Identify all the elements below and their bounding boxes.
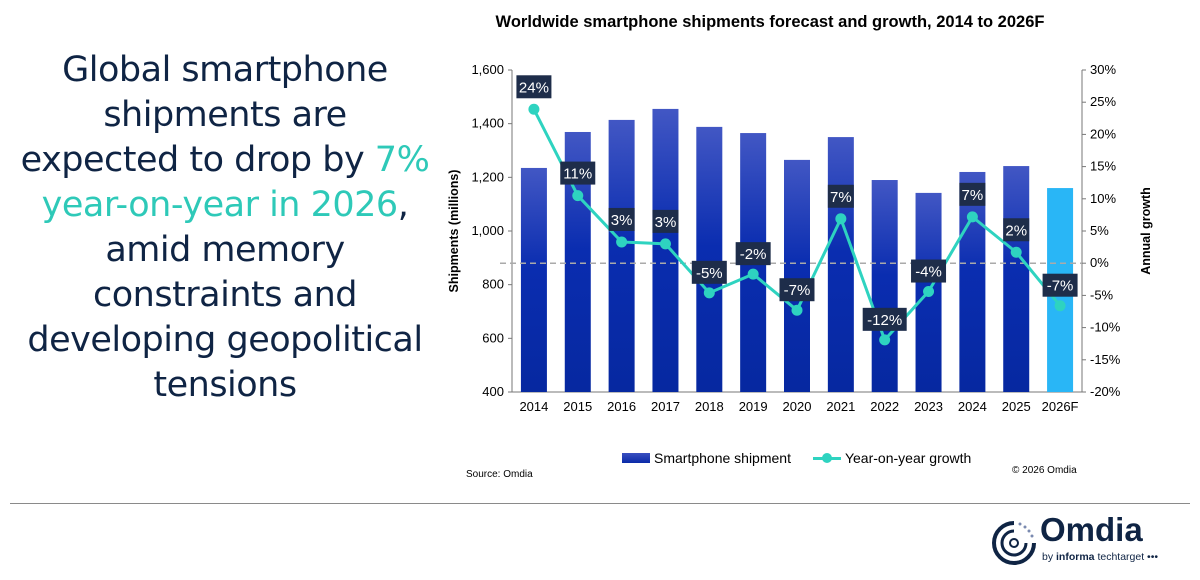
data-label: 11% [563,166,592,183]
left-tick-label: 1,600 [471,62,504,77]
data-label: 7% [962,187,984,204]
bar-2022 [871,180,898,392]
data-label-bg [608,207,635,231]
data-label-bg [779,278,815,302]
x-tick-label: 2016 [607,399,636,414]
bar-2018 [696,126,723,393]
data-label: -2% [740,246,767,263]
x-tick-label: 2024 [958,399,987,414]
bar-2017 [652,108,679,393]
x-tick-label: 2014 [519,399,548,414]
growth-point-2024 [966,211,978,223]
data-label: -12% [867,312,902,329]
left-tick-label: 1,200 [471,169,504,184]
x-tick-label: 2026F [1042,399,1079,414]
growth-point-2018 [703,287,715,299]
growth-point-2016 [616,236,628,248]
source-note: Source: Omdia [466,469,533,480]
omdia-logo: Omdia by informa techtarget ••• [990,511,1190,570]
chart-title: Worldwide smartphone shipments forecast … [495,13,1045,31]
x-tick-label: 2021 [826,399,855,414]
left-tick-label: 1,400 [471,116,504,131]
copyright: © 2026 Omdia [1012,465,1077,476]
data-label-bg [911,259,947,283]
left-tick-label: 400 [482,384,504,399]
legend-shipment: Smartphone shipment [622,450,791,466]
x-tick-label: 2023 [914,399,943,414]
x-tick-label: 2019 [739,399,768,414]
legend-line-swatch [812,453,841,463]
growth-point-2025 [1010,246,1022,258]
headline-highlight: 7% year-on-year in 2026 [41,140,430,225]
headline: Global smartphone shipments are expected… [20,50,430,405]
bar-2024 [959,171,986,392]
growth-point-2021 [835,213,847,225]
data-label-bg [652,209,679,233]
data-label-bg [516,75,552,99]
divider [10,503,1190,504]
right-tick-label: 20% [1090,126,1116,141]
right-tick-label: -10% [1090,320,1121,335]
x-tick-label: 2018 [695,399,724,414]
growth-point-2026F [1054,300,1066,312]
omdia-logo-icon [992,521,1036,565]
left-tick-label: 1,000 [471,223,504,238]
x-tick-label: 2020 [783,399,812,414]
right-tick-label: 30% [1090,62,1116,77]
left-tick-label: 800 [482,277,504,292]
left-tick-label: 600 [482,330,504,345]
data-label: -5% [696,265,723,282]
right-axis-label: Annual growth [1139,187,1153,275]
x-tick-label: 2022 [870,399,899,414]
left-axis-label: Shipments (millions) [447,170,461,293]
data-label-bg [1042,273,1078,297]
growth-point-2014 [528,103,540,115]
right-tick-label: 10% [1090,191,1116,206]
right-tick-label: 5% [1090,223,1109,238]
bar-2014 [520,167,547,392]
x-tick-label: 2025 [1002,399,1031,414]
data-label: 2% [1005,222,1027,239]
data-label-bg [560,161,596,185]
data-label: -7% [784,282,811,299]
growth-point-2019 [747,268,759,280]
data-label: 3% [611,212,633,229]
data-label-bg [959,182,986,206]
right-tick-label: 25% [1090,94,1116,109]
right-tick-label: -20% [1090,384,1121,399]
data-label-bg [1003,218,1030,242]
growth-point-2023 [923,286,935,298]
right-tick-label: -15% [1090,352,1121,367]
data-label: -7% [1047,278,1074,295]
chart: 400 600 800 1,000 1,200 1,400 1,600 -20% -15% -10… [447,62,1153,414]
data-label-bg [862,307,907,331]
growth-point-2022 [879,334,891,346]
bar-2016 [608,119,635,392]
x-tick-label: 2017 [651,399,680,414]
right-tick-label: 0% [1090,255,1109,270]
data-label: 7% [830,189,852,206]
data-label-bg [691,260,727,284]
x-tick-label: 2015 [563,399,592,414]
right-tick-label: 15% [1090,159,1116,174]
right-tick-label: -5% [1090,287,1114,302]
bar-2025 [1003,166,1030,392]
legend-bar-swatch [622,453,650,463]
growth-point-2020 [791,304,803,316]
legend: Smartphone shipment Year-on-year growth [622,450,971,466]
data-label-bg [735,242,771,266]
legend-growth: Year-on-year growth [812,450,971,466]
data-label: -4% [915,264,942,281]
data-label-bg [827,184,854,208]
growth-point-2015 [572,190,584,202]
data-label: 24% [519,79,549,96]
growth-point-2017 [659,238,671,250]
bar-2021 [827,137,854,392]
data-label: 3% [655,214,677,231]
bar-2020 [784,159,810,392]
